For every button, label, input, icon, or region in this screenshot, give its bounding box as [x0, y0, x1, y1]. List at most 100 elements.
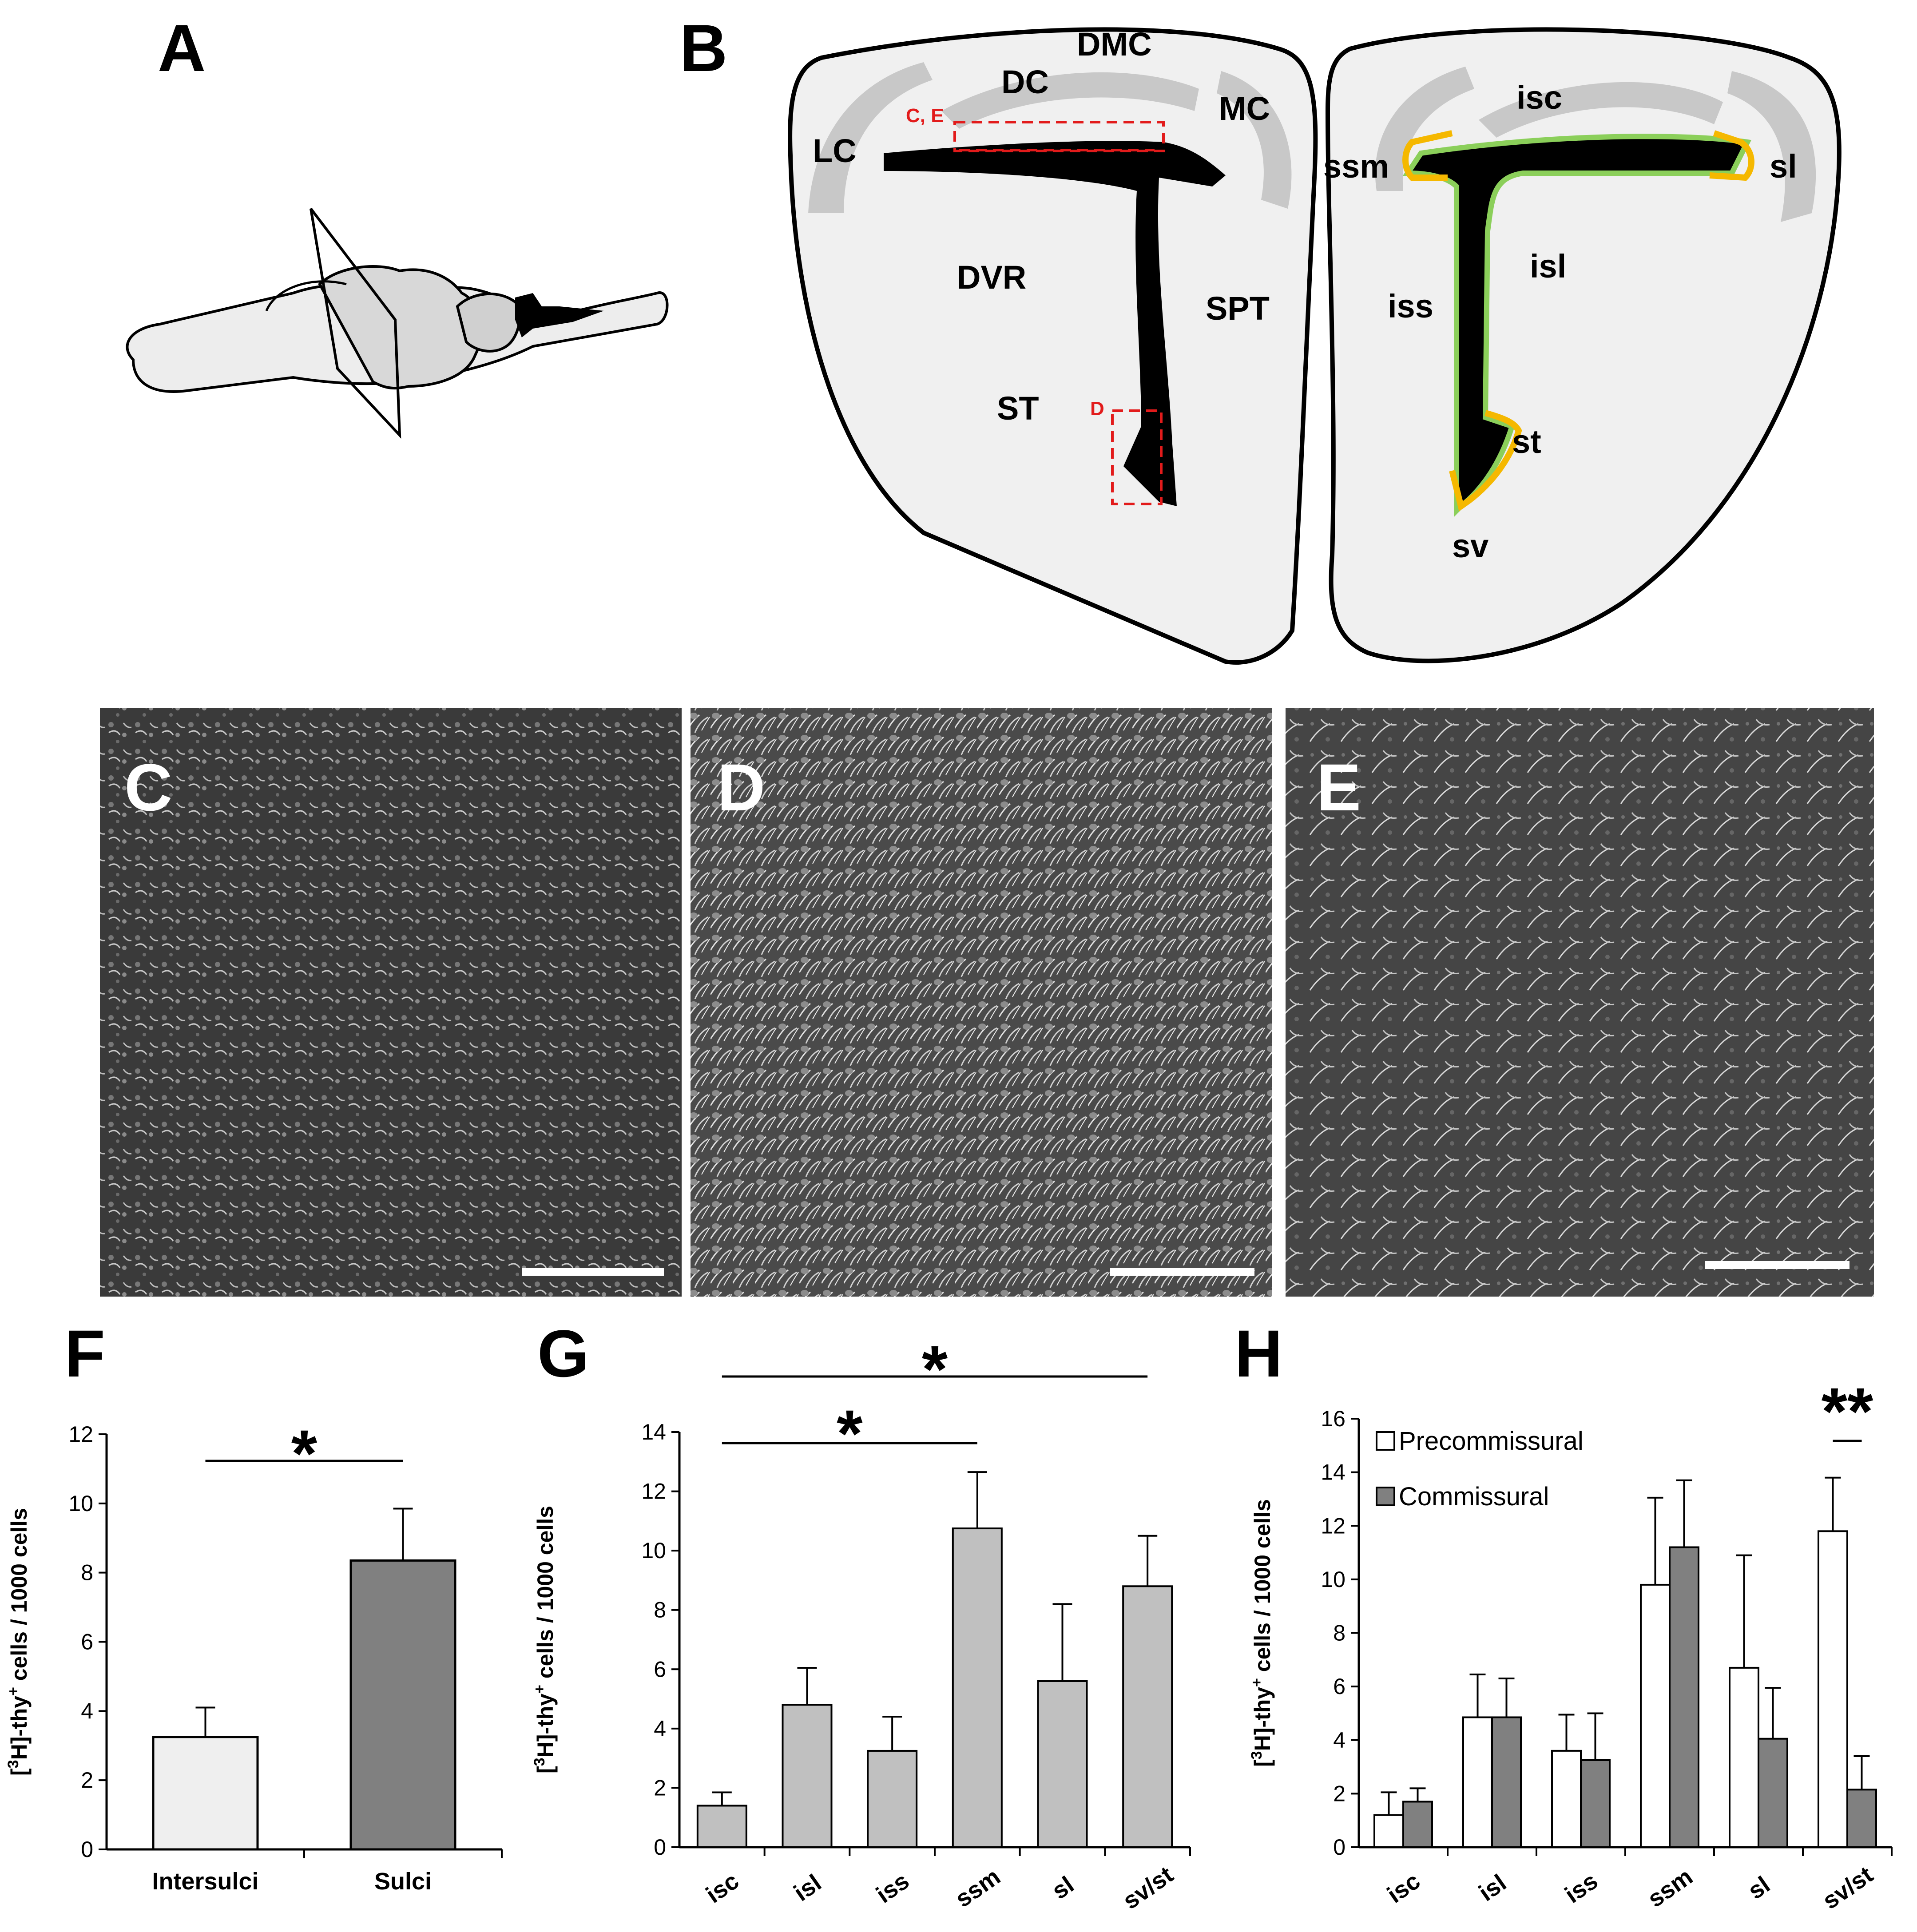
- region-ssm: ssm: [1323, 148, 1389, 185]
- region-st: ST: [997, 390, 1039, 427]
- sulcus-sv-st: [1449, 410, 1522, 512]
- y-tick-label: 6: [81, 1630, 93, 1654]
- x-tick-label: sv/st: [1818, 1861, 1878, 1915]
- region-spt: SPT: [1206, 290, 1270, 327]
- y-tick-label: 6: [1333, 1674, 1345, 1699]
- region-isl: isl: [1530, 248, 1566, 285]
- y-tick-label: 12: [1321, 1513, 1345, 1538]
- x-tick-label: iss: [871, 1868, 914, 1908]
- significance-marker: *: [291, 1416, 318, 1491]
- bar: [1551, 1750, 1582, 1848]
- bar: [867, 1750, 918, 1849]
- panel-b: B C, E D DMC DC MC LC DVR SPT ST is: [679, 11, 1842, 665]
- x-tick-label: ssm: [1643, 1863, 1698, 1912]
- cortex-right-3: [1727, 71, 1816, 222]
- y-tick-label: 14: [641, 1420, 666, 1444]
- y-tick-label: 10: [68, 1491, 93, 1516]
- panel-label-b: B: [679, 11, 727, 85]
- sem-image-d: [691, 708, 1272, 1297]
- bar: [1122, 1585, 1173, 1848]
- legend-swatch: [1376, 1487, 1395, 1506]
- cortex-dc: [941, 72, 1199, 129]
- x-tick-label: Sulci: [374, 1868, 432, 1895]
- cortex-right-2: [1479, 82, 1723, 138]
- panel-label-d: D: [717, 750, 765, 825]
- box-label-ce: C, E: [906, 105, 944, 127]
- bar: [1037, 1680, 1088, 1848]
- legend-label: Commissural: [1399, 1482, 1549, 1511]
- y-tick-label: 0: [1333, 1835, 1345, 1860]
- x-tick-label: isc: [1382, 1868, 1425, 1908]
- x-tick-label: sl: [1047, 1871, 1079, 1904]
- bar: [1846, 1789, 1877, 1848]
- cortex-lc: [808, 62, 933, 213]
- y-tick-label: 12: [68, 1422, 93, 1447]
- significance-marker: **: [1822, 1374, 1873, 1448]
- x-tick-label: sv/st: [1118, 1861, 1178, 1915]
- ventricle-right: [1402, 134, 1752, 517]
- y-tick-label: 16: [1321, 1406, 1345, 1431]
- y-tick-label: 2: [654, 1775, 666, 1800]
- bar: [1818, 1530, 1848, 1848]
- region-st-right: st: [1512, 423, 1541, 460]
- panel-c: C: [100, 708, 682, 1297]
- significance-marker: *: [922, 1332, 948, 1406]
- region-iss: iss: [1388, 288, 1433, 325]
- y-axis-label: [3H]-thy+ cells / 1000 cells: [1248, 1499, 1275, 1767]
- x-tick-label: isl: [789, 1869, 826, 1907]
- box-label-d: D: [1090, 398, 1104, 420]
- x-tick-label: sl: [1743, 1871, 1774, 1904]
- y-tick-label: 0: [81, 1837, 93, 1862]
- y-tick-label: 4: [654, 1716, 666, 1741]
- significance-marker: *: [837, 1396, 863, 1471]
- sem-image-e: [1286, 708, 1874, 1297]
- panel-label-e: E: [1317, 750, 1361, 825]
- y-tick-label: 14: [1321, 1460, 1345, 1485]
- ventricle-left: [884, 141, 1226, 506]
- box-d: [1111, 409, 1163, 505]
- bar: [1402, 1801, 1433, 1848]
- sulcus-sl: [1709, 130, 1754, 181]
- y-tick-label: 12: [641, 1479, 666, 1504]
- y-tick-label: 6: [654, 1657, 666, 1682]
- bar: [1669, 1546, 1699, 1848]
- y-axis-label: [3H]-thy+ cells / 1000 cells: [5, 1508, 32, 1776]
- region-dc: DC: [1001, 63, 1049, 100]
- y-tick-label: 10: [641, 1538, 666, 1563]
- y-tick-label: 0: [654, 1835, 666, 1860]
- bar: [1640, 1583, 1671, 1848]
- cortex-right-1: [1375, 67, 1474, 191]
- x-tick-label: isl: [1474, 1869, 1511, 1907]
- scale-bar-c: [522, 1268, 664, 1276]
- panel-label-c: C: [124, 750, 172, 825]
- panel-label-f: F: [64, 1316, 105, 1391]
- bar: [696, 1805, 747, 1848]
- sulcus-ssm: [1402, 130, 1453, 181]
- x-tick-label: ssm: [951, 1863, 1005, 1912]
- region-sv: sv: [1452, 528, 1488, 564]
- bar: [1758, 1738, 1788, 1848]
- panel-a: A: [126, 11, 669, 439]
- bar: [782, 1704, 833, 1848]
- region-mc: MC: [1219, 90, 1270, 127]
- y-tick-label: 8: [1333, 1621, 1345, 1646]
- brain-sagittal-drawing: [126, 208, 669, 439]
- sem-image-c: [100, 708, 682, 1297]
- region-dvr: DVR: [957, 259, 1026, 296]
- scale-bar-e: [1705, 1261, 1850, 1269]
- panel-label-h: H: [1234, 1316, 1282, 1391]
- region-lc: LC: [813, 132, 857, 169]
- x-tick-label: Intersulci: [152, 1868, 258, 1895]
- cortex-mc: [1217, 71, 1292, 209]
- bar: [1580, 1759, 1611, 1848]
- bar: [1729, 1666, 1759, 1848]
- bar: [1491, 1716, 1522, 1848]
- panel-d: D: [691, 708, 1272, 1297]
- bar: [349, 1559, 456, 1851]
- legend-label: Precommissural: [1399, 1427, 1584, 1456]
- panel-label-a: A: [158, 11, 206, 85]
- y-tick-label: 4: [81, 1698, 93, 1723]
- bar: [1462, 1716, 1493, 1848]
- panel-label-g: G: [537, 1316, 589, 1391]
- left-hemisphere: [788, 27, 1318, 665]
